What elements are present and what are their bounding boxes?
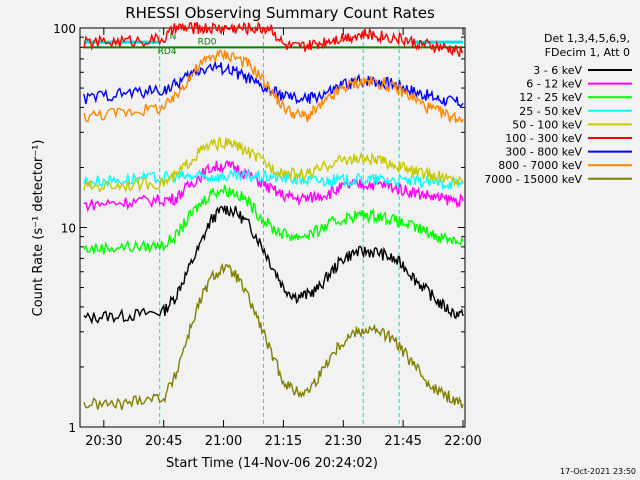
x-axis-ticks: 20:30 20:45 21:00 21:15 21:30 21:45 22:00 [85,28,482,449]
series-line-0 [83,205,464,325]
annotation-label: RD0 [198,37,217,47]
x-tick-label: 21:30 [325,434,362,449]
x-tick-label: 20:45 [145,434,182,449]
x-tick-label: 22:00 [444,434,481,449]
legend-label: 800 - 7000 keV [498,159,582,172]
series-layer [83,21,464,411]
legend-label: 12 - 25 keV [519,91,582,104]
legend-label: 3 - 6 keV [533,64,582,77]
legend-label: 300 - 800 keV [505,146,582,159]
series-line-1 [83,159,464,213]
legend-label: 50 - 100 keV [512,118,582,131]
legend-header-line-1: Det 1,3,4,5,6,9, [544,32,630,45]
annotation-label: RD4 [158,47,177,57]
annotation-label: N [170,32,177,42]
legend-label: 7000 - 15000 keV [484,173,582,186]
chart-title: RHESSI Observing Summary Count Rates [125,4,435,22]
y-axis-label: Count Rate (s⁻¹ detector⁻¹) [31,140,46,317]
y-tick-label: 10 [61,222,76,236]
series-line-5 [83,21,464,58]
legend-label: 6 - 12 keV [526,78,582,91]
x-tick-label: 21:45 [384,434,421,449]
x-axis-label: Start Time (14-Nov-06 20:24:02) [166,456,378,471]
y-tick-label: 1 [68,421,76,435]
x-tick-label: 21:00 [205,434,242,449]
x-tick-label: 20:30 [85,434,122,449]
footer-date: 17-Oct-2021 23:50 [560,467,636,476]
legend-header-line-2: FDecim 1, Att 0 [545,46,630,59]
y-axis-ticks: 1 10 100 [53,22,465,435]
legend-label: 25 - 50 keV [519,105,582,118]
x-tick-label: 21:15 [265,434,302,449]
series-line-6 [83,60,464,109]
y-tick-label: 100 [53,22,76,36]
series-line-7 [83,49,464,124]
series-line-2 [83,184,464,256]
legend-label: 100 - 300 keV [505,132,582,145]
series-line-4 [83,136,464,194]
series-line-8 [83,262,464,411]
